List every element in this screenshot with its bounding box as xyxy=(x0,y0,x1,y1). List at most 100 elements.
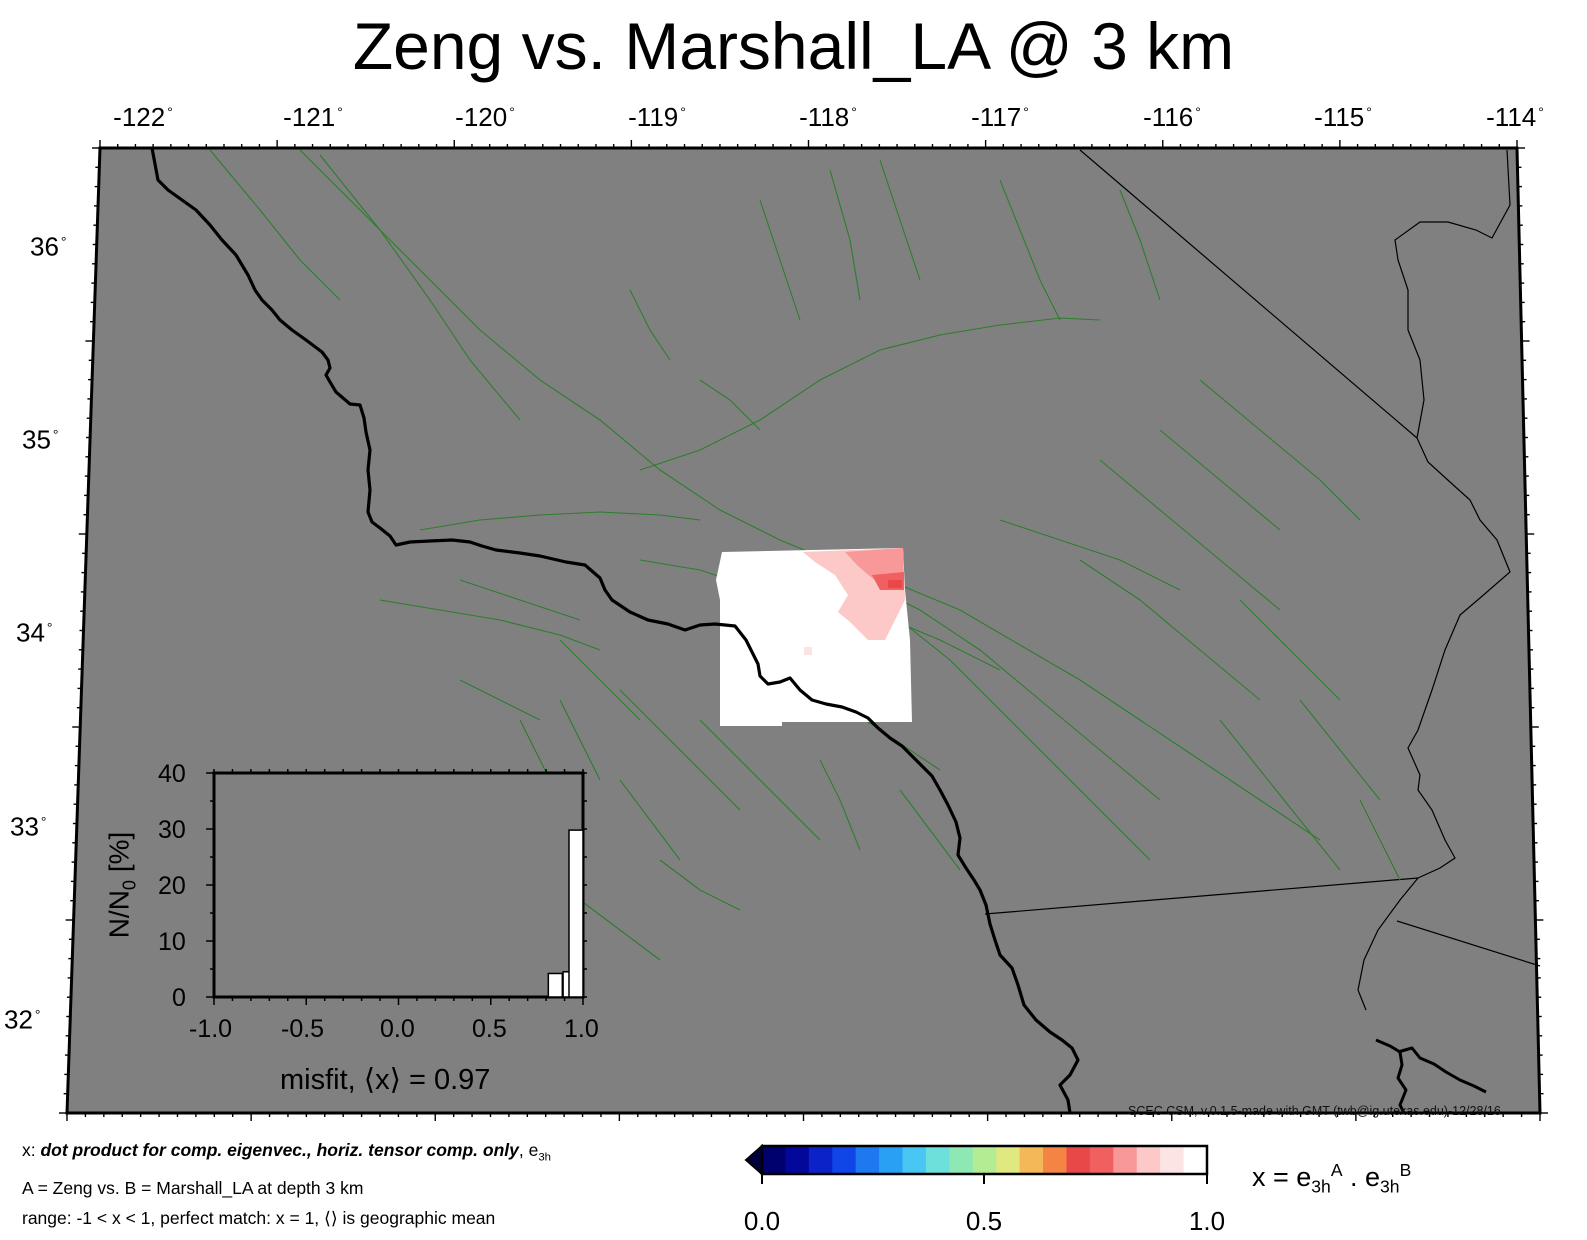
histogram-bar xyxy=(568,829,584,998)
inset-ytick-40: 40 xyxy=(158,760,186,788)
colorbar-cell xyxy=(832,1146,857,1174)
caption-line-1: x: dot product for comp. eigenvec., hori… xyxy=(22,1140,551,1164)
fault-trace xyxy=(319,154,521,421)
inset-ytick-0: 0 xyxy=(172,984,186,1012)
fault-trace xyxy=(1219,719,1341,871)
fault-trace xyxy=(459,679,541,721)
coastline xyxy=(150,147,1080,1114)
lat-label-36n: 36 ° xyxy=(30,231,67,262)
nv-az-border xyxy=(1394,149,1511,439)
caption-line-3: range: -1 < x < 1, perfect match: x = 1,… xyxy=(22,1207,496,1228)
inset-misfit-label: misfit, ⟨x⟩ = 0.97 xyxy=(280,1064,491,1096)
fault-trace xyxy=(859,579,1161,801)
az-mexico-border xyxy=(1396,920,1541,967)
fault-trace xyxy=(1299,699,1381,801)
fault-trace xyxy=(659,859,741,911)
colorbar-underflow-triangle xyxy=(744,1143,763,1177)
fault-trace xyxy=(899,619,1151,861)
fault-trace xyxy=(559,639,641,721)
lat-label-34n: 34 ° xyxy=(16,617,53,648)
colorbar-cell xyxy=(1136,1146,1161,1174)
credit-text: SCEC CSM, v.0.1.5-made with GMT (twb@ig.… xyxy=(1128,1104,1501,1118)
inset-ytick-10: 10 xyxy=(158,928,186,956)
gulf-coast xyxy=(1375,1038,1487,1114)
lon-label-120w: -120 ° xyxy=(455,102,515,132)
lon-label-114w: -114 ° xyxy=(1486,102,1544,132)
fault-traces xyxy=(209,149,1401,961)
fault-trace xyxy=(459,579,581,621)
inset-ticks xyxy=(206,769,587,1005)
colorbar-cell xyxy=(785,1146,810,1174)
fault-trace xyxy=(639,317,1101,471)
overlay-pink-cell xyxy=(804,647,812,655)
inset-bars xyxy=(547,829,584,998)
fault-trace xyxy=(759,199,801,321)
fault-trace xyxy=(1239,599,1341,701)
colorbar-cell xyxy=(1113,1146,1138,1174)
lon-label-122w: -122 ° xyxy=(113,102,173,132)
colorado-river-south xyxy=(1357,877,1419,1011)
fault-trace xyxy=(1119,189,1161,301)
colorbar-cell xyxy=(1089,1146,1114,1174)
lon-label-121w: -121 ° xyxy=(283,102,343,132)
inset-xtick-1: 1.0 xyxy=(564,1015,599,1043)
colorbar-label-0: 0.0 xyxy=(743,1206,781,1236)
fault-trace xyxy=(379,599,601,651)
ca-nv-border xyxy=(1079,149,1418,439)
lat-label-32n: 32 ° xyxy=(4,1004,41,1035)
colorbar-cell xyxy=(972,1146,997,1174)
colorbar-cell xyxy=(949,1146,974,1174)
colorbar-label-1: 1.0 xyxy=(1188,1206,1226,1236)
fault-trace xyxy=(1079,559,1261,701)
fault-trace xyxy=(699,719,821,841)
colorbar-label-0.5: 0.5 xyxy=(965,1206,1003,1236)
colorbar-cell xyxy=(1019,1146,1044,1174)
fault-trace xyxy=(1159,429,1281,531)
fault-trace xyxy=(619,689,741,811)
colorbar xyxy=(744,1143,1209,1184)
histogram-bar xyxy=(547,972,564,998)
fault-trace xyxy=(619,779,681,861)
colorbar-cell xyxy=(902,1146,927,1174)
colorbar-cell xyxy=(762,1146,786,1174)
inset-plot-area xyxy=(212,771,585,999)
colorbar-cell xyxy=(1043,1146,1067,1174)
fault-trace xyxy=(1199,379,1361,521)
fault-trace xyxy=(1099,459,1281,611)
fault-trace xyxy=(999,179,1061,321)
state-borders xyxy=(984,149,1541,1011)
lat-label-33n: 33 ° xyxy=(10,811,47,842)
lon-label-117w: -117 ° xyxy=(971,102,1029,132)
frame-ticks xyxy=(59,140,1548,1121)
fault-trace xyxy=(579,899,661,961)
ca-mexico-border xyxy=(984,877,1419,915)
fault-trace xyxy=(209,149,341,301)
colorbar-cell xyxy=(1183,1146,1208,1174)
lat-label-35n: 35 ° xyxy=(22,424,59,455)
colorbar-cells xyxy=(762,1146,1208,1174)
map-title: Zeng vs. Marshall_LA @ 3 km xyxy=(352,9,1235,83)
lon-label-119w: -119 ° xyxy=(628,102,686,132)
fault-trace xyxy=(899,789,961,871)
ca-az-border xyxy=(1407,437,1511,879)
colorbar-cell xyxy=(808,1146,833,1174)
lon-label-115w: -115 ° xyxy=(1314,102,1372,132)
colorbar-equation: x = e3hA . e3hB xyxy=(1252,1160,1412,1197)
inset-ytick-30: 30 xyxy=(158,816,186,844)
fault-trace xyxy=(829,169,861,301)
lon-label-118w: -118 ° xyxy=(799,102,857,132)
inset-ylabel: N/N0 [%] xyxy=(103,831,140,939)
inset-xtick-neg1: -1.0 xyxy=(189,1015,233,1043)
fault-trace xyxy=(559,699,601,781)
colorbar-cell xyxy=(1066,1146,1091,1174)
inset-xtick-0.5: 0.5 xyxy=(472,1015,507,1043)
fault-trace xyxy=(1359,799,1401,881)
caption-notes: x: dot product for comp. eigenvec., hori… xyxy=(22,1135,551,1233)
colorbar-cell xyxy=(879,1146,904,1174)
caption-line-2: A = Zeng vs. B = Marshall_LA at depth 3 … xyxy=(22,1177,364,1198)
inset-histogram xyxy=(206,769,587,1005)
fault-trace xyxy=(419,511,701,531)
inset-xtick-0: 0.0 xyxy=(380,1015,415,1043)
fault-trace xyxy=(999,519,1181,591)
